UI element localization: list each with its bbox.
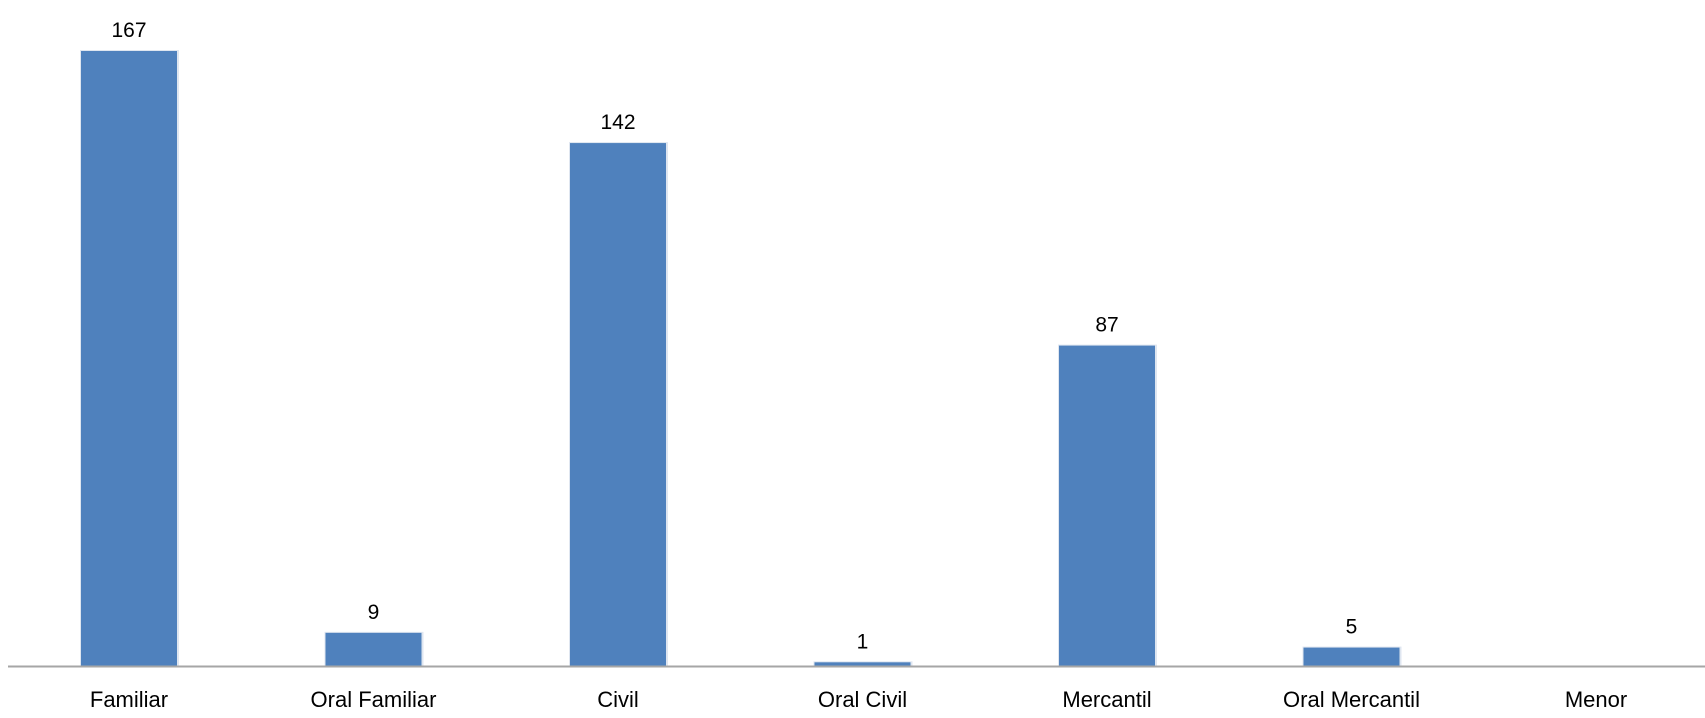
data-label-familiar: 167 — [111, 19, 146, 42]
data-labels-group: 167 9 142 1 87 5 — [111, 19, 1357, 653]
bar-oral-civil — [814, 662, 911, 666]
data-label-civil: 142 — [600, 111, 635, 134]
data-label-oral-familiar: 9 — [368, 601, 380, 624]
bar-oral-familiar — [325, 632, 422, 666]
category-label-mercantil: Mercantil — [1062, 687, 1151, 712]
data-label-mercantil: 87 — [1095, 314, 1118, 337]
bar-mercantil — [1059, 345, 1155, 666]
data-label-oral-mercantil: 5 — [1346, 616, 1358, 639]
category-label-civil: Civil — [597, 687, 639, 712]
bars-group — [80, 50, 1402, 667]
data-label-oral-civil: 1 — [857, 630, 869, 653]
bar-oral-mercantil — [1303, 647, 1400, 666]
category-label-familiar: Familiar — [90, 687, 168, 712]
bar-civil — [570, 143, 666, 667]
category-label-oral-familiar: Oral Familiar — [311, 687, 437, 712]
category-labels-group: Familiar Oral Familiar Civil Oral Civil Merc… — [90, 687, 1627, 712]
category-label-menor: Menor — [1565, 687, 1627, 712]
bar-familiar — [81, 51, 177, 666]
category-label-oral-mercantil: Oral Mercantil — [1283, 687, 1420, 712]
category-label-oral-civil: Oral Civil — [818, 687, 907, 712]
